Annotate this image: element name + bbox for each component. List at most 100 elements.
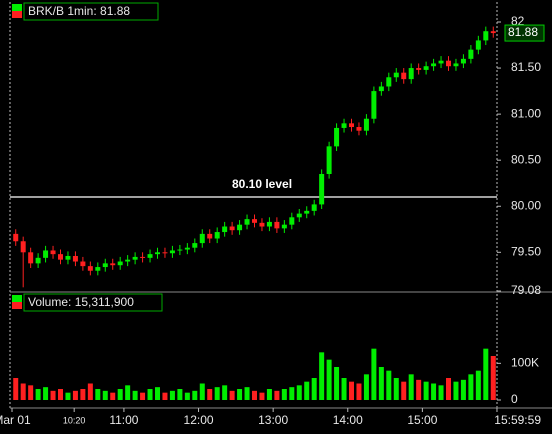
volume-bar — [199, 383, 205, 400]
volume-bar — [80, 389, 86, 400]
candle-body — [341, 123, 347, 128]
volume-bar — [65, 392, 71, 400]
volume-bar — [162, 392, 168, 400]
candle-body — [490, 31, 496, 34]
candle-body — [155, 252, 160, 255]
volume-bar — [341, 378, 347, 400]
title-box — [23, 2, 159, 21]
volume-bar — [490, 356, 496, 400]
volume-bar — [371, 348, 377, 400]
volume-bar — [95, 389, 101, 400]
volume-bar — [423, 381, 429, 400]
candle-body — [416, 68, 422, 70]
volume-bar — [132, 390, 138, 400]
candle-body — [72, 255, 78, 262]
candle-body — [214, 232, 220, 239]
candle-body — [296, 213, 302, 218]
candle-body — [483, 31, 489, 41]
candle-body — [431, 63, 437, 67]
volume-bar — [229, 390, 235, 400]
volume-bar — [35, 389, 41, 400]
volume-bar — [319, 352, 325, 400]
candle-body — [475, 40, 481, 50]
candle-body — [80, 261, 86, 267]
volume-bar — [431, 383, 437, 400]
candle-body — [266, 221, 272, 227]
volume-bar — [460, 379, 466, 400]
y-tick-label: 0 — [511, 392, 518, 406]
volume-bar — [386, 370, 392, 400]
x-tick-label: 14:00 — [333, 413, 363, 427]
volume-bar — [102, 390, 108, 400]
candle-body — [259, 222, 265, 227]
candle-body — [237, 224, 243, 231]
y-tick-label: 80.50 — [511, 152, 541, 166]
volume-bar — [20, 383, 26, 400]
volume-bar — [50, 390, 56, 400]
volume-bar — [266, 389, 272, 400]
y-tick-label: 79.08 — [511, 283, 541, 297]
x-tick-label: 15:59:59 — [494, 413, 541, 427]
legend-icon-up — [12, 4, 22, 11]
candle-body — [393, 72, 399, 78]
candle-body — [28, 252, 34, 264]
candle-body — [184, 247, 190, 250]
candle-body — [58, 254, 63, 260]
volume-bar — [393, 378, 399, 400]
candle-body — [356, 127, 362, 131]
volume-label: Volume: 15,311,900 — [28, 295, 134, 309]
candle-body — [117, 261, 123, 266]
volume-bar — [311, 378, 317, 400]
volume-bar — [244, 387, 250, 400]
candle-body — [274, 221, 280, 229]
candle-body — [326, 146, 332, 175]
volume-bar — [296, 385, 302, 400]
candle-body — [401, 72, 407, 80]
volume-label-box — [23, 293, 163, 312]
candle-body — [207, 233, 213, 239]
volume-bar — [117, 389, 123, 400]
candle-body — [468, 49, 474, 59]
x-tick-label: 13:00 — [258, 413, 288, 427]
volume-bar — [274, 390, 280, 400]
candle-body — [311, 204, 317, 211]
candle-body — [408, 68, 414, 80]
candle-body — [95, 267, 101, 271]
candle-body — [334, 127, 340, 147]
candle-body — [229, 226, 235, 231]
last-price-label: 81.88 — [508, 25, 538, 39]
volume-bar — [13, 378, 19, 400]
volume-bar — [334, 367, 340, 400]
chart-title: BRK/B 1min: 81.88 — [28, 4, 130, 18]
volume-bar — [237, 389, 243, 400]
candle-body — [110, 263, 116, 266]
volume-bar — [363, 374, 369, 400]
volume-bar — [252, 390, 257, 400]
candle-body — [319, 174, 325, 205]
candle-body — [162, 252, 168, 254]
candle-body — [13, 233, 19, 242]
volume-bar — [453, 381, 459, 400]
candle-body — [125, 259, 131, 262]
candle-body — [102, 263, 108, 268]
volume-bar — [169, 390, 175, 400]
candle-body — [446, 60, 451, 67]
candle-body — [20, 241, 26, 253]
volume-bar — [28, 385, 34, 400]
volume-bar — [475, 370, 481, 400]
volume-bar — [259, 392, 265, 400]
volume-bar — [446, 378, 451, 400]
volume-bar — [155, 387, 160, 400]
x-tick-label: 12:00 — [184, 413, 214, 427]
candle-body — [453, 63, 459, 67]
candle-body — [132, 256, 138, 260]
x-tick-label: 11:00 — [109, 413, 138, 427]
candle-body — [289, 217, 295, 225]
candle-body — [87, 266, 93, 271]
candle-body — [192, 243, 198, 248]
volume-bar — [408, 374, 414, 400]
candle-body — [244, 219, 250, 225]
volume-bar — [438, 385, 444, 400]
y-tick-label: 100K — [511, 356, 539, 370]
